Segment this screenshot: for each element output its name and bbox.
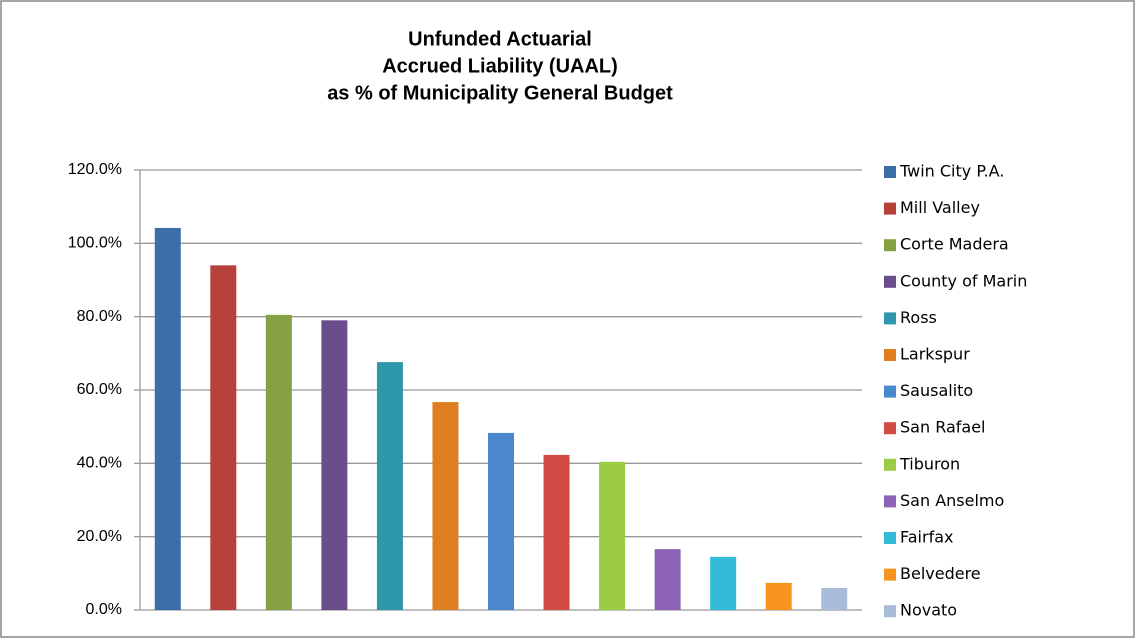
y-tick-label: 0.0% <box>86 601 122 618</box>
legend-swatch <box>884 422 896 435</box>
chart-title: as % of Municipality General Budget <box>327 82 673 104</box>
legend-swatch <box>884 166 896 178</box>
legend-label: Fairfax <box>900 528 953 547</box>
legend-label: Sausalito <box>900 381 973 400</box>
legend-swatch <box>884 202 896 215</box>
legend-label: Corte Madera <box>900 235 1009 254</box>
legend-label: Novato <box>900 601 957 620</box>
bar <box>543 454 570 610</box>
legend-label: Mill Valley <box>900 198 980 217</box>
bar <box>599 461 626 610</box>
legend-swatch <box>884 275 896 288</box>
legend-label: Twin City P.A. <box>899 162 1004 181</box>
bar <box>765 582 792 610</box>
legend-swatch <box>884 495 896 508</box>
legend-label: Ross <box>900 308 937 327</box>
legend-label: Larkspur <box>900 345 970 364</box>
bar <box>376 362 403 610</box>
y-tick-label: 120.0% <box>68 161 122 178</box>
legend-swatch <box>884 568 896 581</box>
legend-swatch <box>884 312 896 325</box>
y-tick-label: 60.0% <box>77 381 122 398</box>
legend-swatch <box>884 532 896 544</box>
legend-swatch <box>884 605 896 618</box>
legend-swatch <box>884 349 896 361</box>
legend-swatch <box>884 239 896 252</box>
legend-label: Belvedere <box>900 564 981 583</box>
legend-swatch <box>884 458 896 471</box>
bar <box>488 432 514 610</box>
bar <box>821 588 848 610</box>
bar <box>654 549 681 610</box>
legend-label: San Anselmo <box>900 491 1004 510</box>
legend-swatch <box>884 385 896 398</box>
y-tick-label: 40.0% <box>77 455 122 472</box>
legend-label: Tiburon <box>899 454 960 473</box>
legend-label: San Rafael <box>900 418 985 437</box>
y-tick-label: 80.0% <box>77 308 122 325</box>
bar <box>154 227 181 610</box>
chart-title: Accrued Liability (UAAL) <box>382 55 618 77</box>
y-tick-label: 20.0% <box>77 528 122 545</box>
bar <box>210 265 237 610</box>
y-tick-label: 100.0% <box>68 235 122 252</box>
bar <box>265 314 292 610</box>
legend-label: County of Marin <box>900 271 1027 290</box>
chart-title: Unfunded Actuarial <box>408 28 592 50</box>
bar <box>710 556 737 610</box>
bar <box>432 402 459 610</box>
bar <box>321 320 348 610</box>
